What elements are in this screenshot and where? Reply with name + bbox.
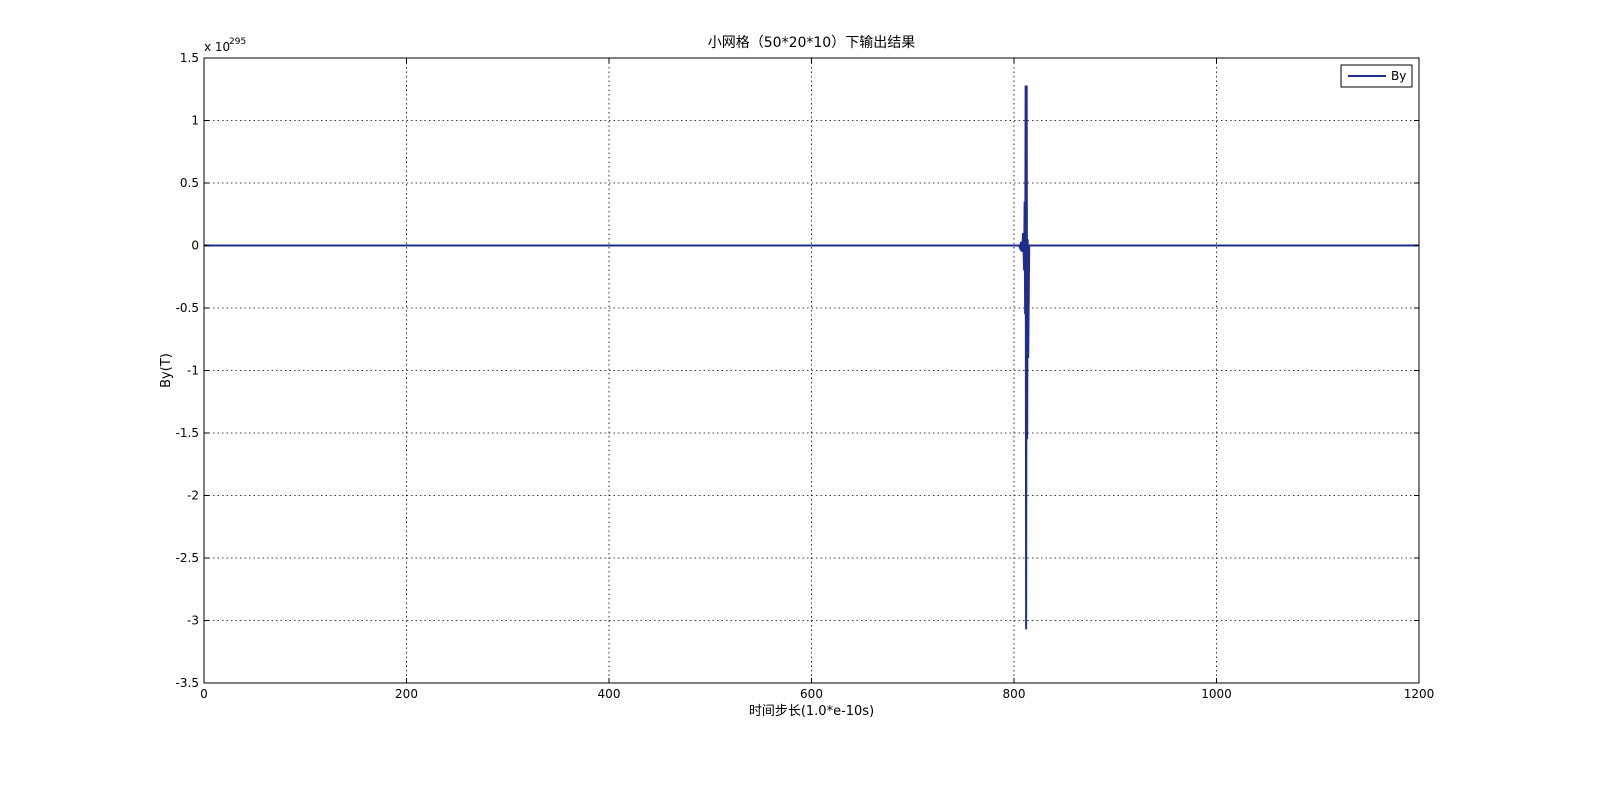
y-tick-label: -2	[187, 489, 199, 503]
x-tick-label: 1200	[1404, 687, 1435, 701]
x-tick-label: 400	[598, 687, 621, 701]
y-axis-label: By(T)	[159, 353, 174, 388]
y-tick-label: -3	[187, 614, 199, 628]
y-tick-label: -1.5	[176, 426, 199, 440]
y-exponent-prefix: x 10	[204, 40, 230, 54]
x-tick-label: 800	[1003, 687, 1026, 701]
y-tick-label: 1	[191, 114, 199, 128]
x-tick-label: 600	[800, 687, 823, 701]
x-axis-label: 时间步长(1.0*e-10s)	[749, 704, 874, 719]
y-tick-label: 0	[191, 239, 199, 253]
legend: By	[1341, 65, 1412, 87]
axis-ticks: 0 200 400 600 800 1000 1200 -3.5 -3 -2.5 -2 -1.5 -1 -…	[176, 51, 1435, 701]
legend-entry-by: By	[1391, 69, 1406, 83]
x-tick-label: 200	[395, 687, 418, 701]
y-tick-label: -1	[187, 364, 199, 378]
grid-lines	[204, 58, 1419, 683]
chart-title: 小网格（50*20*10）下输出结果	[708, 35, 915, 51]
y-tick-label: -3.5	[176, 676, 199, 690]
x-tick-label: 0	[200, 687, 208, 701]
y-exponent-power: 295	[229, 37, 246, 47]
y-tick-label: 1.5	[180, 51, 199, 65]
y-tick-label: -2.5	[176, 551, 199, 565]
x-tick-label: 1000	[1201, 687, 1232, 701]
y-tick-label: -0.5	[176, 301, 199, 315]
y-tick-label: 0.5	[180, 176, 199, 190]
